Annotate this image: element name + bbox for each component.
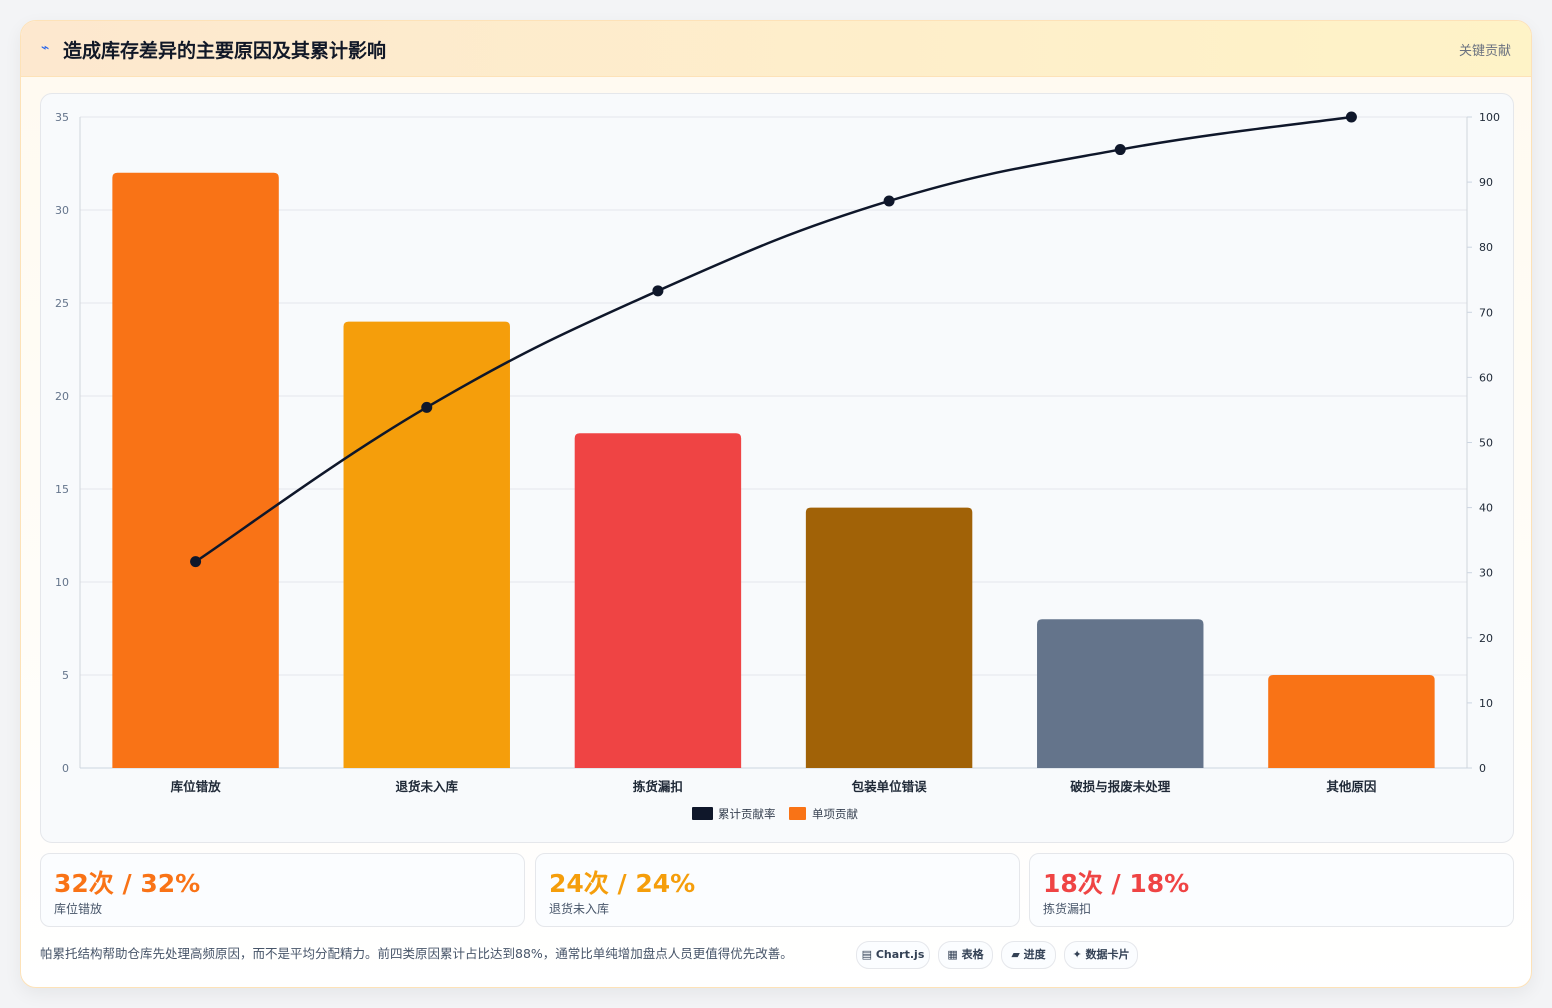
report-card: ⌁ 造成库存差异的主要原因及其累计影响 关键贡献 0 5 10 15 20 25 30 35 0… xyxy=(20,20,1532,988)
right-tick-label: 80 xyxy=(1479,241,1493,254)
right-tick-label: 30 xyxy=(1479,567,1493,580)
chip-label: Chart.js xyxy=(875,948,925,961)
right-tick-label: 40 xyxy=(1479,502,1493,515)
progress-icon: ▰ xyxy=(1011,948,1020,961)
header-tag: 关键贡献 xyxy=(1458,44,1511,59)
page-title: 造成库存差异的主要原因及其累计影响 xyxy=(63,40,387,62)
chip-progress[interactable]: ▰ 进度 xyxy=(1001,941,1056,969)
bar-5 xyxy=(1037,619,1204,768)
chip-table[interactable]: ▦ 表格 xyxy=(938,941,993,969)
stat-card-2: 24次 / 24% 退货未入库 xyxy=(535,853,1020,927)
chip-chartjs[interactable]: ▤ Chart.js xyxy=(856,941,930,969)
legend-label-1: 累计贡献率 xyxy=(718,807,776,821)
right-tick-label: 0 xyxy=(1479,762,1486,775)
left-tick-label: 10 xyxy=(55,576,69,589)
cumulative-point-6 xyxy=(1345,111,1357,123)
legend-swatch-2 xyxy=(789,807,806,820)
left-tick-label: 5 xyxy=(62,669,69,682)
table-icon: ▦ xyxy=(947,948,958,961)
cumulative-point-4 xyxy=(883,195,895,207)
footer-note: 帕累托结构帮助仓库先处理高频原因，而不是平均分配精力。前四类原因累计占比达到88… xyxy=(40,946,793,961)
cumulative-point-3 xyxy=(652,285,664,297)
chart-icon: ▤ xyxy=(861,948,873,961)
right-tick-label: 70 xyxy=(1479,306,1493,319)
cumulative-line xyxy=(194,115,1352,563)
stat-label-1: 库位错放 xyxy=(54,902,103,916)
left-tick-label: 35 xyxy=(55,111,69,124)
chip-label: 表格 xyxy=(961,948,984,961)
lightning-icon: ⌁ xyxy=(41,40,50,56)
chip-label: 数据卡片 xyxy=(1085,948,1130,961)
card-header: ⌁ 造成库存差异的主要原因及其累计影响 关键贡献 xyxy=(21,21,1531,77)
sparkle-icon: ✦ xyxy=(1072,948,1082,961)
stat-card-3: 18次 / 18% 拣货漏扣 xyxy=(1029,853,1514,927)
left-tick-label: 30 xyxy=(55,204,69,217)
category-label: 拣货漏扣 xyxy=(633,779,683,794)
left-tick-label: 15 xyxy=(55,483,69,496)
bar-6 xyxy=(1268,675,1435,768)
bar-4 xyxy=(805,507,973,768)
pareto-chart: 0 5 10 15 20 25 30 35 0 10 20 30 40 50 60 70 80 90 100 库位错放… xyxy=(55,111,1500,821)
category-label: 其他原因 xyxy=(1326,779,1376,794)
left-tick-label: 25 xyxy=(55,297,69,310)
left-tick-label: 20 xyxy=(55,390,69,403)
category-label: 包装单位错误 xyxy=(851,779,928,794)
right-tick-label: 90 xyxy=(1479,176,1493,189)
left-tick-label: 0 xyxy=(62,762,69,775)
category-label: 破损与报废未处理 xyxy=(1070,779,1171,794)
stat-value-2: 24次 / 24% xyxy=(549,869,696,898)
category-label: 库位错放 xyxy=(171,779,222,794)
stat-label-2: 退货未入库 xyxy=(549,902,610,916)
stat-label-3: 拣货漏扣 xyxy=(1043,902,1092,916)
legend-swatch-1 xyxy=(692,807,713,820)
right-tick-label: 20 xyxy=(1479,632,1493,645)
right-tick-label: 50 xyxy=(1479,437,1493,450)
cumulative-point-5 xyxy=(1114,144,1126,156)
stat-value-1: 32次 / 32% xyxy=(54,869,201,898)
right-tick-label: 100 xyxy=(1479,111,1500,124)
stat-card-1: 32次 / 32% 库位错放 xyxy=(40,853,525,927)
right-tick-label: 10 xyxy=(1479,697,1493,710)
bar-3 xyxy=(574,433,742,768)
bar-1 xyxy=(112,172,279,769)
cumulative-point-2 xyxy=(421,401,433,413)
chip-datacard[interactable]: ✦ 数据卡片 xyxy=(1064,941,1138,969)
chart-container: 0 5 10 15 20 25 30 35 0 10 20 30 40 50 60 70 80 90 100 库位错放… xyxy=(40,93,1514,843)
category-label: 退货未入库 xyxy=(395,779,458,794)
stat-value-3: 18次 / 18% xyxy=(1043,869,1190,898)
bar-2 xyxy=(343,321,510,768)
legend-label-2: 单项贡献 xyxy=(812,807,858,821)
right-tick-label: 60 xyxy=(1479,371,1493,384)
cumulative-point-1 xyxy=(190,556,202,568)
chip-label: 进度 xyxy=(1023,948,1046,961)
